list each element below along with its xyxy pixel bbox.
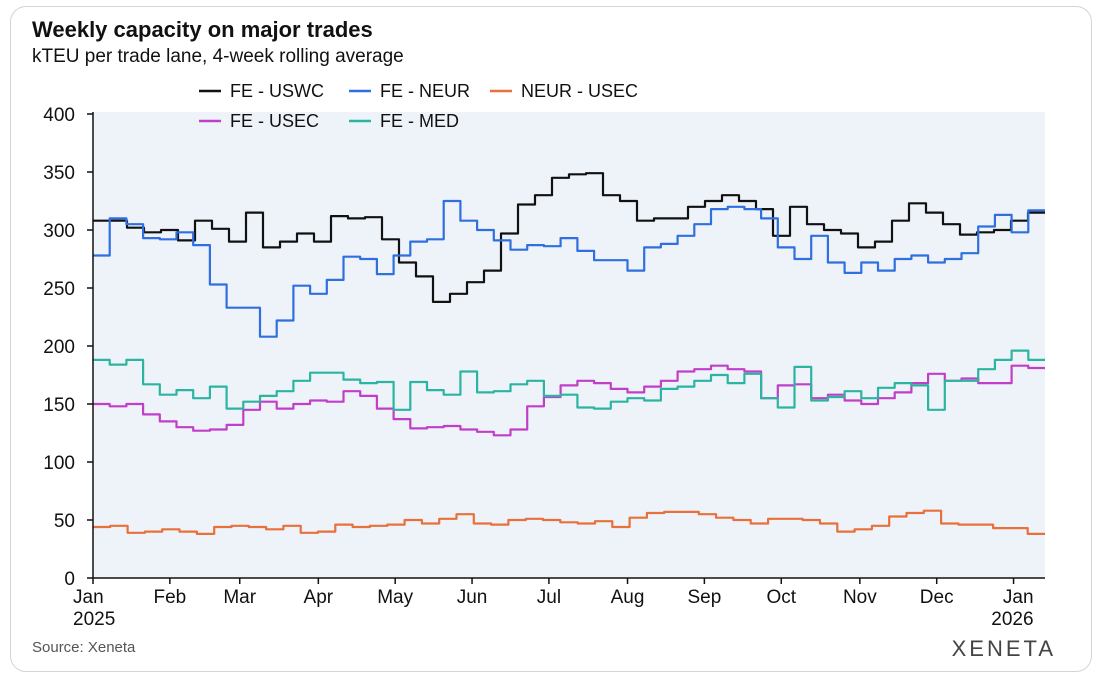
y-tick-label-100: 100 [43,453,75,474]
x-tick-label-2: Mar [223,587,256,608]
x-tick-year-0: 2025 [73,609,115,630]
x-tick-label-3: Apr [304,587,334,608]
x-tick-label-0: Jan [73,587,104,608]
x-tick-label-7: Aug [611,587,645,608]
series-line-fe-neur [93,199,1045,338]
x-tick-label-11: Dec [920,587,954,608]
legend-label-neur-usec: NEUR - USEC [521,81,638,101]
x-tick-label-4: May [377,587,413,608]
x-tick-year-12: 2026 [991,609,1033,630]
y-tick-label-0: 0 [64,569,75,590]
y-tick-label-150: 150 [43,395,75,416]
y-tick-label-300: 300 [43,221,75,242]
legend-label-fe-usec: FE - USEC [230,111,319,131]
xeneta-logo: XENETA [951,636,1056,661]
x-tick-label-5: Jun [457,587,488,608]
x-tick-label-6: Jul [537,587,561,608]
legend-label-fe-med: FE - MED [380,111,459,131]
source-note: Source: Xeneta [32,639,136,656]
x-tick-label-9: Oct [766,587,796,608]
series-line-fe-uswc [93,172,1045,303]
y-tick-label-200: 200 [43,337,75,358]
legend-label-fe-neur: FE - NEUR [380,81,470,101]
series-line-neur-usec [93,509,1045,535]
y-tick-label-50: 50 [54,511,75,532]
y-tick-label-400: 400 [43,105,75,126]
x-tick-label-10: Nov [843,587,877,608]
plot-area [93,112,1045,578]
chart-title: Weekly capacity on major trades [32,17,373,42]
x-tick-label-8: Sep [687,587,721,608]
x-tick-label-1: Feb [153,587,186,608]
y-tick-label-250: 250 [43,279,75,300]
series-line-fe-med [93,349,1045,411]
legend-label-fe-uswc: FE - USWC [230,81,324,101]
y-tick-label-350: 350 [43,163,75,184]
chart-subtitle: kTEU per trade lane, 4-week rolling aver… [32,46,404,67]
series-line-fe-usec [93,364,1045,437]
x-tick-label-12: Jan [1003,587,1034,608]
